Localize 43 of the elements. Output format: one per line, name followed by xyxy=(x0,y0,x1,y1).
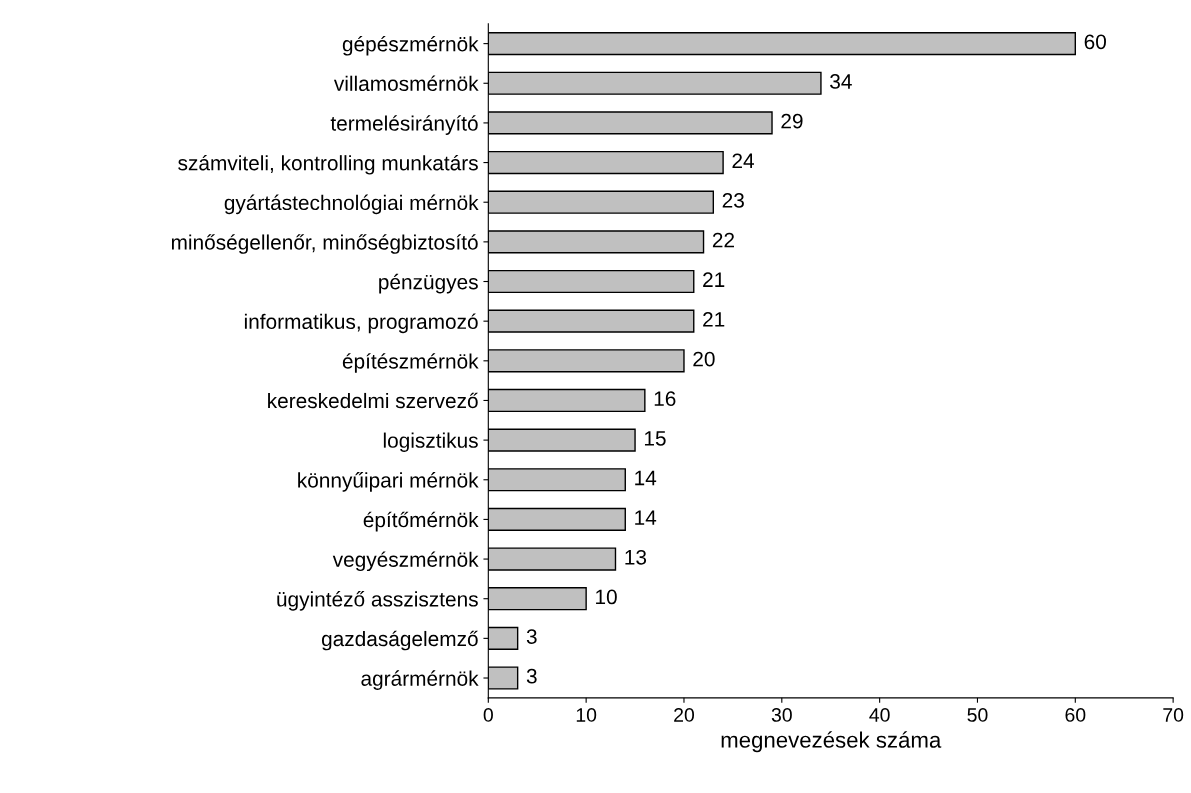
data-label: 60 xyxy=(1084,34,1106,50)
x-axis-title: megnevezések száma xyxy=(721,731,942,753)
x-tick-label: 10 xyxy=(576,708,597,722)
data-label: 34 xyxy=(830,74,852,89)
y-tick-label: építészmérnök xyxy=(342,353,479,373)
data-label: 10 xyxy=(596,589,617,605)
y-tick-label: minőségellenőr, minőségbiztosító xyxy=(171,234,478,254)
y-tick-label: számviteli, kontrolling munkatárs xyxy=(178,154,478,175)
x-tick-label: 70 xyxy=(1163,708,1184,722)
data-label: 29 xyxy=(781,113,803,129)
y-tick-label: pénzügyes xyxy=(379,273,478,294)
y-tick-label: gyártástechnológiai mérnök xyxy=(224,194,479,215)
y-tick-label: gazdaságelemző xyxy=(321,630,478,651)
data-label: 3 xyxy=(526,668,537,684)
data-label: 21 xyxy=(703,272,725,287)
x-tick-label: 60 xyxy=(1065,708,1086,722)
data-label: 16 xyxy=(654,391,676,407)
x-tick-label: 0 xyxy=(483,708,493,722)
y-tick-label: ügyintéző asszisztens xyxy=(277,591,478,611)
x-tick-label: 30 xyxy=(771,708,792,722)
x-tick-label: 40 xyxy=(869,708,890,722)
y-tick-label: gépészmérnök xyxy=(342,35,479,56)
data-label: 22 xyxy=(712,232,734,248)
data-label: 14 xyxy=(635,510,657,525)
data-label: 15 xyxy=(644,431,666,446)
y-tick-label: villamosmérnök xyxy=(333,75,479,92)
y-tick-label: kereskedelmi szervező xyxy=(268,392,478,409)
y-tick-label: könnyűipari mérnök xyxy=(298,472,479,492)
data-label: 13 xyxy=(625,549,647,565)
data-label: 14 xyxy=(635,470,657,486)
data-label: 21 xyxy=(703,312,725,327)
y-tick-label: informatikus, programozó xyxy=(244,313,478,334)
data-label: 24 xyxy=(732,153,754,168)
y-tick-label: logisztikus xyxy=(383,432,478,452)
y-tick-label: építőmérnök xyxy=(363,511,479,532)
data-label: 23 xyxy=(722,193,744,208)
y-tick-label: agrármérnök xyxy=(361,670,479,691)
data-label: 20 xyxy=(693,351,715,367)
y-tick-label: termelésirányító xyxy=(330,115,478,135)
x-tick-label: 50 xyxy=(967,708,988,722)
y-tick-label: vegyészmérnök xyxy=(332,551,479,572)
data-label: 3 xyxy=(526,629,537,644)
x-tick-label: 20 xyxy=(674,708,695,722)
